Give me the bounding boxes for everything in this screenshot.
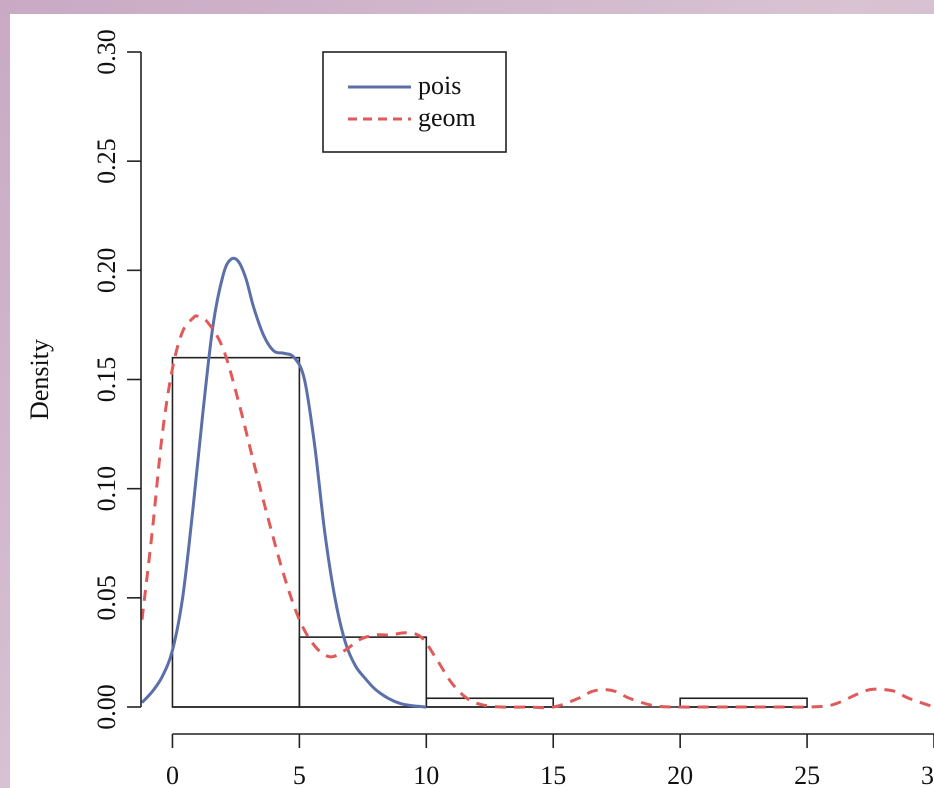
x-tick-label: 0 <box>166 761 179 788</box>
legend-label-pois: pois <box>418 71 461 100</box>
y-tick-label: 0.30 <box>92 29 121 75</box>
legend-label-geom: geom <box>418 103 476 132</box>
y-tick-label: 0.00 <box>92 684 121 730</box>
x-tick-label: 15 <box>540 761 566 788</box>
histogram-bar-1 <box>298 636 428 708</box>
chart-canvas: 0.00 0.05 0.10 0.15 0.20 0.25 0.30 0 5 10 15 20 25 3… <box>10 14 934 788</box>
x-tick-label: 25 <box>794 761 820 788</box>
x-axis: 0 5 10 15 20 25 30 <box>166 733 934 788</box>
y-tick-label: 0.25 <box>92 138 121 184</box>
x-tick-label: 30 <box>921 761 934 788</box>
x-tick-label: 10 <box>413 761 439 788</box>
legend-box <box>322 51 507 153</box>
x-tick-label: 20 <box>667 761 693 788</box>
y-tick-label: 0.05 <box>92 575 121 621</box>
density-histogram-chart: 0.00 0.05 0.10 0.15 0.20 0.25 0.30 0 5 10 15 20 25 3… <box>25 29 934 788</box>
density-curve-pois <box>140 256 427 709</box>
y-axis-title: Density <box>25 339 54 420</box>
y-tick-label: 0.10 <box>92 466 121 512</box>
y-axis: 0.00 0.05 0.10 0.15 0.20 0.25 0.30 <box>92 29 142 730</box>
density-curve-geom <box>140 314 934 710</box>
histogram-bar-2 <box>425 697 555 708</box>
y-tick-label: 0.15 <box>92 357 121 403</box>
density-curves <box>140 256 934 710</box>
x-tick-label: 5 <box>293 761 306 788</box>
legend: pois geom <box>322 51 507 153</box>
y-tick-label: 0.20 <box>92 248 121 294</box>
histogram-bars <box>171 356 808 708</box>
